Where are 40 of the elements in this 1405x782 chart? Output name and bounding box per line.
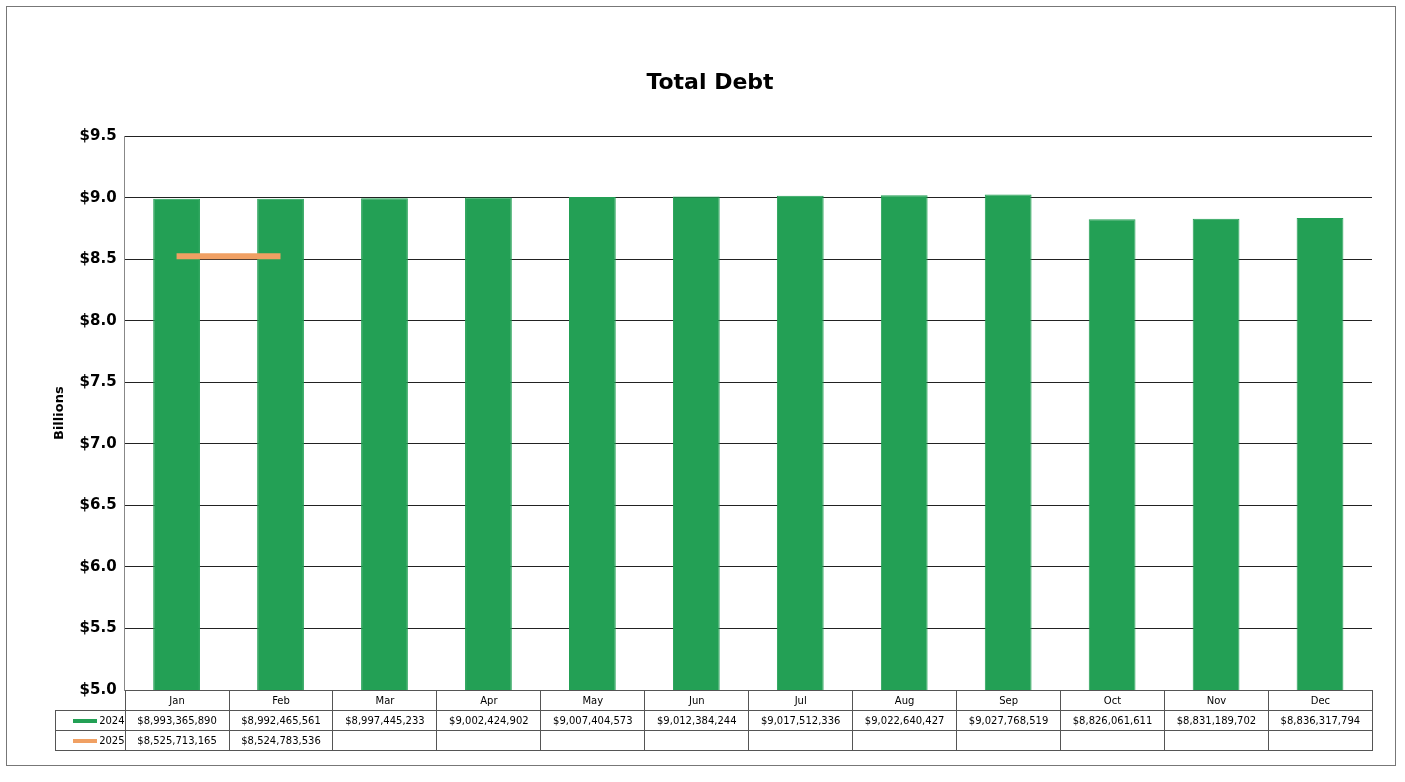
x-tick-label: Jul (748, 690, 853, 711)
text: $9,027,768,519 (956, 710, 1061, 731)
text: $8,836,317,794 (1268, 710, 1373, 731)
y-tick-label: $9.0 (79, 187, 117, 206)
x-tick-label: Oct (1060, 690, 1165, 711)
y-tick-label: $7.5 (79, 372, 117, 391)
x-tick-label: Mar (332, 690, 437, 711)
x-tick-label: Nov (1164, 690, 1269, 711)
text: $8,524,783,536 (229, 730, 333, 751)
text: $9,002,424,902 (436, 710, 541, 731)
text: $9,012,384,244 (644, 710, 749, 731)
x-tick-label: Jan (125, 690, 230, 711)
legend-label: 2024 (55, 710, 126, 731)
x-tick-label: Aug (852, 690, 957, 711)
y-tick-label: $8.0 (79, 310, 117, 329)
y-tick-label: $6.5 (79, 495, 117, 514)
text: $9,022,640,427 (852, 710, 957, 731)
x-tick-label: May (540, 690, 645, 711)
text: $8,997,445,233 (332, 710, 437, 731)
text: $8,826,061,611 (1060, 710, 1165, 731)
y-tick-label: $6.0 (79, 556, 117, 575)
text: $8,525,713,165 (125, 730, 230, 751)
text: $8,831,189,702 (1164, 710, 1269, 731)
x-tick-label: Feb (229, 690, 333, 711)
text: $8,992,465,561 (229, 710, 333, 731)
x-tick-label: Jun (644, 690, 749, 711)
x-tick-label: Dec (1268, 690, 1373, 711)
y-tick-label: $9.5 (79, 126, 117, 145)
x-tick-label: Sep (956, 690, 1061, 711)
text: $8,993,365,890 (125, 710, 230, 731)
legend-label: 2025 (55, 730, 126, 751)
text: $9,017,512,336 (748, 710, 853, 731)
text: $9,007,404,573 (540, 710, 645, 731)
y-tick-label: $5.5 (79, 618, 117, 637)
y-axis-title: Billions (51, 386, 67, 441)
chart-title: Total Debt (646, 68, 775, 94)
y-tick-label: $8.5 (79, 249, 117, 268)
y-tick-label: $5.0 (79, 679, 117, 698)
y-tick-label: $7.0 (79, 433, 117, 452)
x-tick-label: Apr (436, 690, 541, 711)
